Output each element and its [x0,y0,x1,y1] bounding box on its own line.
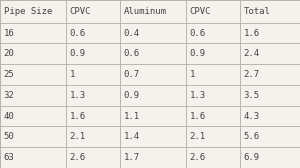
FancyBboxPatch shape [120,23,186,44]
FancyBboxPatch shape [0,44,66,64]
FancyBboxPatch shape [240,44,300,64]
Text: 1.7: 1.7 [124,153,140,162]
Text: 2.6: 2.6 [190,153,206,162]
Text: 0.7: 0.7 [124,70,140,79]
Text: 5.6: 5.6 [244,132,260,141]
FancyBboxPatch shape [120,147,186,168]
Text: 0.4: 0.4 [124,29,140,38]
FancyBboxPatch shape [120,64,186,85]
Text: 1.6: 1.6 [190,112,206,121]
FancyBboxPatch shape [186,147,240,168]
FancyBboxPatch shape [186,64,240,85]
Text: 0.6: 0.6 [70,29,86,38]
FancyBboxPatch shape [186,23,240,44]
Text: 16: 16 [4,29,14,38]
FancyBboxPatch shape [66,64,120,85]
Text: 2.1: 2.1 [70,132,86,141]
FancyBboxPatch shape [66,0,120,23]
FancyBboxPatch shape [120,85,186,106]
FancyBboxPatch shape [186,44,240,64]
Text: 2.4: 2.4 [244,49,260,58]
Text: 1.1: 1.1 [124,112,140,121]
FancyBboxPatch shape [240,23,300,44]
FancyBboxPatch shape [240,106,300,127]
FancyBboxPatch shape [240,0,300,23]
Text: Pipe Size: Pipe Size [4,7,52,16]
FancyBboxPatch shape [0,106,66,127]
FancyBboxPatch shape [0,0,66,23]
FancyBboxPatch shape [240,127,300,147]
Text: 20: 20 [4,49,14,58]
FancyBboxPatch shape [240,147,300,168]
FancyBboxPatch shape [120,106,186,127]
Text: 50: 50 [4,132,14,141]
Text: 1.3: 1.3 [70,91,86,100]
Text: 1.6: 1.6 [70,112,86,121]
Text: 0.9: 0.9 [124,91,140,100]
FancyBboxPatch shape [0,64,66,85]
FancyBboxPatch shape [0,127,66,147]
Text: 25: 25 [4,70,14,79]
FancyBboxPatch shape [120,0,186,23]
Text: 32: 32 [4,91,14,100]
Text: 0.9: 0.9 [190,49,206,58]
Text: 2.1: 2.1 [190,132,206,141]
FancyBboxPatch shape [66,23,120,44]
FancyBboxPatch shape [66,147,120,168]
Text: CPVC: CPVC [70,7,91,16]
Text: 1: 1 [190,70,195,79]
Text: 40: 40 [4,112,14,121]
Text: 2.7: 2.7 [244,70,260,79]
FancyBboxPatch shape [186,127,240,147]
FancyBboxPatch shape [0,23,66,44]
FancyBboxPatch shape [0,147,66,168]
Text: 1: 1 [70,70,75,79]
FancyBboxPatch shape [120,44,186,64]
FancyBboxPatch shape [66,44,120,64]
FancyBboxPatch shape [66,127,120,147]
Text: 63: 63 [4,153,14,162]
FancyBboxPatch shape [240,85,300,106]
FancyBboxPatch shape [66,106,120,127]
Text: 1.6: 1.6 [244,29,260,38]
Text: 6.9: 6.9 [244,153,260,162]
FancyBboxPatch shape [120,127,186,147]
Text: 1.4: 1.4 [124,132,140,141]
Text: 4.3: 4.3 [244,112,260,121]
Text: 0.6: 0.6 [190,29,206,38]
Text: CPVC: CPVC [190,7,211,16]
FancyBboxPatch shape [186,106,240,127]
Text: Aluminum: Aluminum [124,7,166,16]
Text: 3.5: 3.5 [244,91,260,100]
FancyBboxPatch shape [186,0,240,23]
FancyBboxPatch shape [186,85,240,106]
Text: 2.6: 2.6 [70,153,86,162]
FancyBboxPatch shape [0,85,66,106]
Text: 0.9: 0.9 [70,49,86,58]
Text: 0.6: 0.6 [124,49,140,58]
Text: Total: Total [244,7,271,16]
Text: 1.3: 1.3 [190,91,206,100]
FancyBboxPatch shape [240,64,300,85]
FancyBboxPatch shape [66,85,120,106]
